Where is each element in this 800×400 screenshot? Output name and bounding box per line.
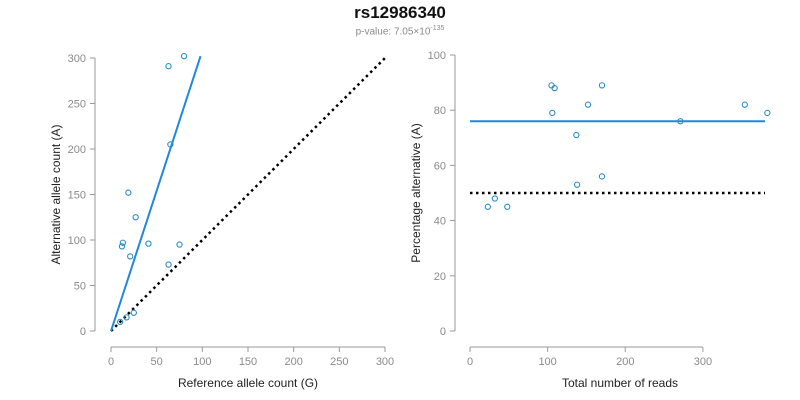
- data-point: [116, 318, 124, 326]
- p-value-prefix: p-value: 7.05: [355, 26, 414, 38]
- y-tick-label: 250: [68, 99, 86, 111]
- y-tick-label: 100: [68, 235, 86, 247]
- x-axis-title: Reference allele count (G): [178, 376, 318, 390]
- p-value-exponent: -135: [430, 25, 445, 32]
- data-point: [764, 109, 771, 117]
- p-value-subtitle: p-value: 7.05×10-135: [0, 25, 800, 37]
- data-point: [677, 118, 684, 125]
- x-tick-label: 100: [193, 356, 211, 368]
- y-tick-label: 0: [440, 326, 446, 338]
- x-tick-label: 300: [694, 356, 712, 368]
- fit-line: [110, 55, 202, 332]
- data-point: [180, 53, 188, 60]
- y-tick-label: 100: [428, 50, 446, 62]
- data-point: [573, 181, 581, 188]
- data-point: [123, 314, 130, 321]
- data-point: [176, 241, 183, 248]
- y-axis-title: Alternative allele count (A): [49, 124, 63, 264]
- x-tick-label: 50: [151, 356, 163, 368]
- data-point: [598, 173, 606, 180]
- x-tick-label: 0: [467, 356, 473, 368]
- data-point: [584, 101, 592, 108]
- chart-title: rs12986340: [354, 3, 446, 22]
- data-point: [484, 203, 492, 210]
- x-tick-label: 100: [538, 356, 556, 368]
- data-point: [504, 203, 511, 210]
- x-tick-label: 300: [376, 356, 394, 368]
- y-tick-label: 200: [68, 144, 86, 156]
- y-tick-label: 20: [434, 271, 446, 283]
- data-point: [167, 141, 174, 148]
- y-tick-label: 150: [68, 190, 86, 202]
- data-point: [598, 82, 606, 89]
- panel-percentage-alternative: 0 100 200 300 0 20 40 60 80 100 Total number of re…: [409, 50, 771, 390]
- data-point: [549, 109, 556, 117]
- data-point: [551, 84, 558, 92]
- y-tick-label: 50: [74, 281, 86, 293]
- p-value-base: 10: [419, 26, 431, 38]
- panel-allele-counts: 0 50 100 150 200 250 300 0 50 100 150 200 250 300 Refe…: [49, 53, 394, 390]
- reference-line: [110, 57, 386, 332]
- x-tick-label: 150: [239, 356, 257, 368]
- y-tick-label: 300: [68, 53, 86, 65]
- times-sign: ×: [413, 26, 420, 38]
- x-tick-label: 250: [330, 356, 348, 368]
- data-point: [127, 253, 134, 260]
- data-point: [165, 63, 172, 70]
- data-point: [145, 240, 152, 247]
- data-point: [573, 131, 580, 139]
- y-axis-title: Percentage alternative (A): [409, 123, 423, 262]
- data-point: [119, 239, 127, 246]
- x-tick-label: 0: [108, 356, 114, 368]
- x-tick-label: 200: [616, 356, 634, 368]
- x-tick-label: 200: [284, 356, 302, 368]
- y-tick-label: 0: [80, 326, 86, 338]
- data-point: [741, 101, 748, 108]
- data-point: [118, 243, 126, 250]
- y-tick-label: 80: [434, 105, 446, 117]
- x-axis-title: Total number of reads: [562, 376, 678, 390]
- y-tick-label: 40: [434, 216, 446, 228]
- data-point: [491, 195, 498, 202]
- data-point: [125, 189, 132, 196]
- data-point: [165, 261, 172, 268]
- data-point: [130, 309, 137, 316]
- y-tick-label: 60: [434, 160, 446, 172]
- data-point: [132, 214, 139, 221]
